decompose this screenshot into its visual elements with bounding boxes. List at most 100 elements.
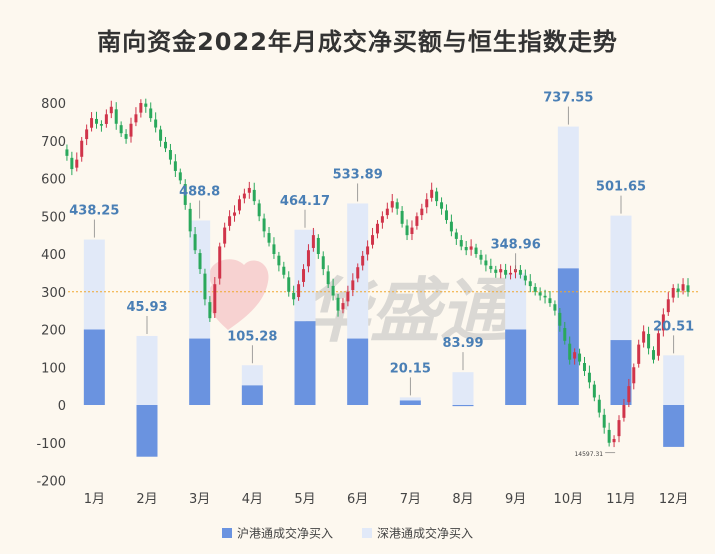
candle-body [99, 124, 103, 126]
candle-body [538, 292, 542, 296]
x-tick-label: 11月 [606, 492, 636, 507]
candle-body [124, 134, 128, 139]
candle-body [287, 277, 291, 292]
candle-body [661, 314, 665, 331]
candle-body [129, 123, 133, 137]
legend-swatch [362, 528, 372, 538]
y-tick-label: 300 [41, 286, 66, 301]
data-label: 348.96 [491, 237, 541, 252]
x-tick-label: 10月 [554, 492, 584, 507]
min-label: 14597.31 [574, 451, 603, 458]
bar-segment [663, 405, 685, 447]
candle-body [114, 109, 118, 124]
bar-segment [136, 335, 158, 405]
candle-body [80, 140, 84, 157]
candle-body [489, 265, 493, 270]
candle-body [104, 114, 108, 124]
candle-body [213, 284, 217, 314]
candle-body [75, 159, 79, 168]
watermark-logo-icon [207, 259, 269, 330]
bar-segment [241, 365, 263, 386]
candle-body [523, 275, 527, 281]
candle-body [587, 372, 591, 383]
legend: 沪港通成交净买入 深港通成交净买入 [222, 526, 473, 541]
candle-body [341, 303, 345, 310]
candle-body [612, 438, 616, 443]
data-label: 45.93 [126, 300, 167, 315]
candle-body [666, 299, 670, 313]
candle-body [90, 118, 94, 128]
candle-body [331, 285, 335, 296]
candle-body [139, 103, 143, 113]
data-label: 737.55 [543, 91, 593, 106]
candle-body [321, 256, 325, 270]
candle-body [444, 210, 448, 221]
candle-body [154, 119, 158, 128]
candle-body [85, 129, 89, 140]
candle-body [578, 353, 582, 362]
candle-body [647, 333, 651, 349]
candle-body [637, 344, 641, 364]
data-label: 533.89 [333, 167, 383, 182]
candlestick-series: 14597.31 [65, 98, 690, 458]
bar-segment [557, 268, 579, 405]
candle-body [509, 272, 513, 275]
candle-body [642, 331, 646, 343]
bar-segment [452, 372, 474, 405]
candle-body [464, 247, 468, 251]
bar-segment [399, 397, 421, 401]
candle-body [193, 234, 197, 251]
bar-segment [347, 338, 369, 405]
candle-body [366, 246, 370, 255]
candle-body [277, 255, 281, 266]
watermark: 华盛通 [207, 259, 520, 352]
bar-segment [83, 329, 105, 405]
candle-body [164, 141, 168, 149]
candle-body [558, 312, 562, 326]
x-tick-label: 12月 [659, 492, 689, 507]
watermark-text: 华盛通 [300, 270, 520, 352]
data-label: 83.99 [442, 336, 483, 351]
candle-body [95, 118, 99, 124]
y-tick-label: -200 [36, 475, 66, 490]
candle-body [188, 208, 192, 232]
bar-segment [83, 239, 105, 330]
x-tick-label: 2月 [136, 492, 157, 507]
candle-body [237, 199, 241, 211]
bar-segment [505, 329, 527, 405]
candle-body [632, 367, 636, 384]
y-tick-label: 200 [41, 324, 66, 339]
candle-body [173, 161, 177, 171]
candle-body [302, 269, 306, 282]
candle-body [597, 399, 601, 413]
candle-body [203, 273, 207, 300]
candle-body [282, 266, 286, 275]
candle-body [553, 304, 557, 311]
bar-segment [189, 338, 211, 405]
candle-body [252, 189, 256, 202]
candle-body [504, 269, 508, 275]
legend-label: 沪港通成交净买入 [237, 526, 333, 541]
candle-body [592, 384, 596, 398]
candle-body [351, 280, 355, 291]
bar-segment [452, 405, 474, 407]
y-tick-label: 500 [41, 210, 66, 225]
candle-body [198, 253, 202, 270]
data-label: 488.8 [179, 184, 220, 199]
candle-body [430, 189, 434, 198]
candle-body [183, 184, 187, 205]
candle-body [425, 199, 429, 208]
candle-body [385, 208, 389, 216]
candle-body [233, 212, 237, 216]
candle-body [356, 267, 360, 279]
y-tick-label: -100 [36, 437, 66, 452]
candle-body [390, 201, 394, 208]
candle-body [494, 269, 498, 273]
candle-body [371, 235, 375, 245]
candle-body [454, 232, 458, 239]
candle-body [686, 285, 690, 292]
candle-body [375, 223, 379, 234]
candle-body [622, 405, 626, 418]
candle-body [223, 227, 227, 244]
